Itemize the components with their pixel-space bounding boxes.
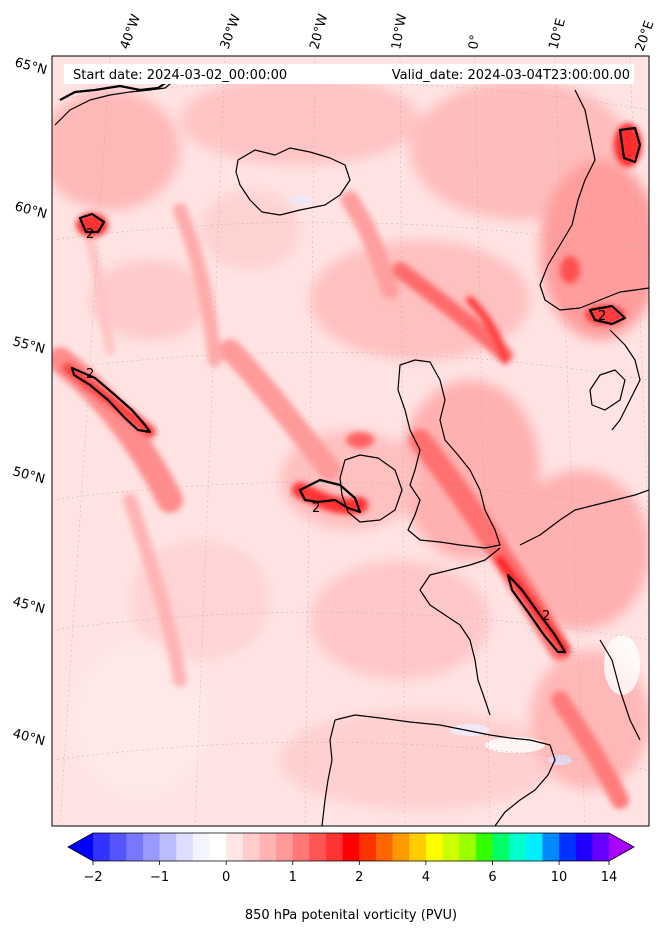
denmark-coast: [589, 369, 626, 411]
colorbar-min-extension: [68, 833, 93, 861]
colorbar-cell: [442, 833, 460, 861]
colorbar-cell: [159, 833, 177, 861]
colorbar-cell: [226, 833, 244, 861]
contour-label: 2: [542, 609, 550, 624]
greenland-coast: [54, 79, 176, 126]
colorbar-tick-label: 1: [289, 870, 297, 885]
map-panel: 2 2 2 2 2 Start date: 2024-03-02_00:00:0…: [52, 56, 649, 826]
colorbar-cell: [492, 833, 510, 861]
lon-label: 10°W: [389, 13, 410, 51]
colorbar-cell: [176, 833, 194, 861]
britain-coast: [397, 359, 501, 549]
graticule: [52, 56, 649, 826]
colorbar-cell: [475, 833, 494, 861]
negative-pv-patches: [290, 195, 640, 765]
lon-label: 0°: [466, 34, 483, 51]
colorbar-tick-label: −2: [83, 870, 102, 885]
colorbar-cell: [292, 833, 310, 861]
colorbar-ticks: −2 −1 0 1 2 4 6 10 14: [83, 861, 617, 885]
colorbar-max-extension: [609, 833, 634, 861]
colorbar-label: 850 hPa potenital vorticity (PVU): [245, 908, 457, 923]
norway-coast: [539, 89, 649, 311]
colorbar-cell: [409, 833, 427, 861]
colorbar-cell: [259, 833, 277, 861]
france-coast: [419, 547, 501, 716]
contour-6: [588, 304, 627, 326]
lon-label: 10°E: [546, 17, 569, 51]
contour-label: 2: [86, 227, 94, 242]
colorbar-cell: [276, 833, 294, 861]
colorbar-cell: [509, 833, 527, 861]
iberia-west-coast: [321, 719, 336, 826]
colorbar-cell: [559, 833, 577, 861]
colorbar-cell: [375, 833, 394, 861]
colorbar-cell: [525, 833, 544, 861]
contour-label: 2: [598, 309, 606, 324]
contour-7: [59, 79, 171, 101]
pv-2-contour-labels: 2 2 2 2 2: [86, 227, 606, 624]
colorbar-tick-label: 6: [488, 870, 496, 885]
lat-label: 65°N: [13, 55, 49, 78]
colorbar-cell: [592, 833, 610, 861]
contour-1: [70, 366, 152, 434]
start-date-text: Start date: 2024-03-02_00:00:00: [73, 68, 287, 83]
colorbar-cell: [93, 833, 111, 861]
colorbar-cell: [359, 833, 377, 861]
colorbar-cell: [126, 833, 144, 861]
colorbar-cell: [542, 833, 560, 861]
colorbar-cell: [209, 833, 227, 861]
colorbar-cell: [309, 833, 327, 861]
colorbar-tick-label: 10: [551, 870, 568, 885]
lon-label: 20°W: [307, 12, 331, 51]
iceland-coast: [235, 147, 351, 216]
colorbar-tick-label: 14: [601, 870, 618, 885]
sweden-coast: [609, 329, 641, 431]
lon-label: 20°E: [633, 19, 658, 54]
header-strip: [64, 64, 634, 84]
colorbar-cell: [192, 833, 211, 861]
colorbar-tick-label: 4: [422, 870, 430, 885]
contour-2: [298, 478, 362, 514]
colorbar-cell: [242, 833, 261, 861]
lat-label: 50°N: [11, 464, 47, 487]
colorbar-cell: [575, 833, 593, 861]
latitude-labels: 65°N 60°N 55°N 50°N 45°N 40°N: [11, 55, 49, 749]
contour-4: [78, 212, 106, 234]
coastlines: [54, 79, 649, 826]
iberia-coast: [334, 714, 556, 826]
colorbar-tick-label: 2: [355, 870, 363, 885]
contour-label: 2: [86, 367, 94, 382]
colorbar-cell: [392, 833, 410, 861]
lat-label: 60°N: [13, 199, 49, 222]
contour-3: [506, 573, 567, 654]
valid-date-text: Valid_date: 2024-03-04T23:00:00.00: [392, 68, 630, 83]
lon-label: 30°W: [218, 12, 244, 51]
lon-label: 40°W: [118, 12, 144, 51]
colorbar-tick-label: 0: [222, 870, 230, 885]
italy-coast: [599, 639, 641, 741]
contour-5: [618, 126, 642, 164]
continent-coast: [519, 489, 649, 546]
lat-label: 55°N: [11, 334, 47, 357]
longitude-labels: 40°W 30°W 20°W 10°W 0° 10°E 20°E: [118, 12, 658, 53]
lat-label: 45°N: [11, 594, 47, 617]
colorbar-tick-label: −1: [150, 870, 169, 885]
colorbar-cells: [93, 833, 610, 861]
ireland-coast: [339, 454, 403, 523]
colorbar-cell: [425, 833, 444, 861]
colorbar-cell: [109, 833, 127, 861]
colorbar: −2 −1 0 1 2 4 6 10 14 850 hPa potenital vorticit…: [67, 832, 635, 923]
colorbar-cell: [326, 833, 344, 861]
colorbar-cell: [342, 833, 360, 861]
lat-label: 40°N: [11, 726, 47, 749]
map-frame: [51, 55, 650, 827]
colorbar-cell: [459, 833, 477, 861]
contour-label: 2: [312, 501, 320, 516]
colorbar-cell: [142, 833, 161, 861]
pv-2-contours: [59, 79, 642, 654]
